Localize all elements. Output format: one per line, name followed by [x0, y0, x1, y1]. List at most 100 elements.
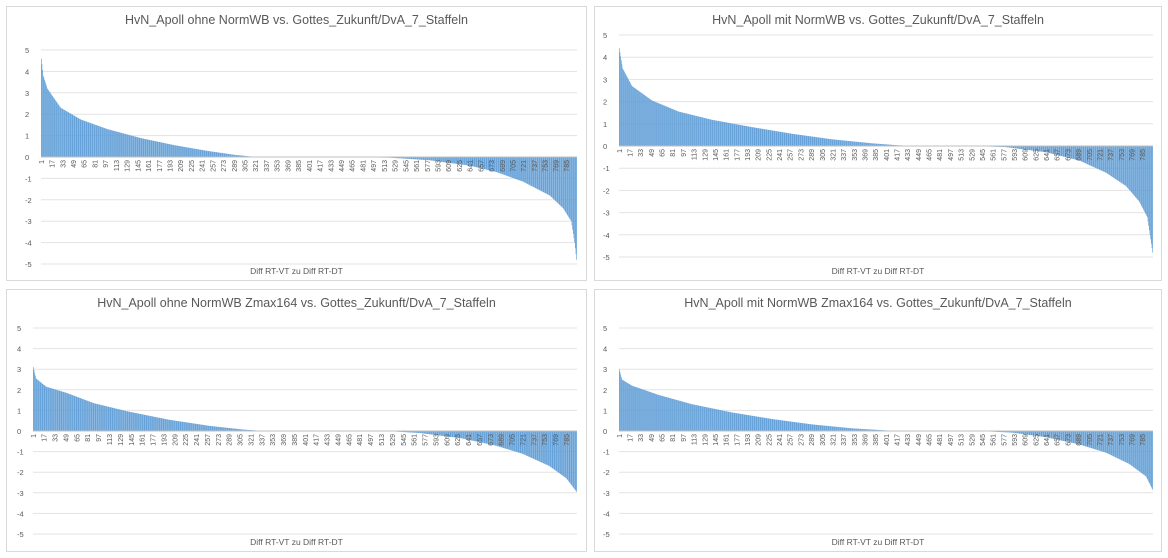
bar — [807, 423, 808, 431]
bar — [1138, 146, 1139, 201]
bar — [463, 431, 465, 439]
bar — [779, 131, 780, 146]
bar — [151, 140, 153, 157]
x-tick-label: 113 — [692, 434, 699, 445]
bar — [162, 418, 164, 431]
bar — [717, 120, 719, 146]
bar — [650, 392, 651, 431]
x-tick-label: 417 — [895, 434, 902, 446]
bar — [714, 120, 716, 146]
bar — [433, 157, 435, 161]
bar — [875, 143, 876, 146]
bar — [793, 133, 794, 146]
y-tick-label: 1 — [603, 406, 607, 415]
bar — [1134, 431, 1135, 468]
bar — [71, 394, 73, 431]
bar — [430, 431, 431, 435]
bar — [659, 395, 660, 431]
y-tick-label: -5 — [25, 260, 32, 269]
bar — [101, 405, 102, 431]
bar — [469, 157, 471, 166]
bar — [500, 431, 502, 448]
bar — [1066, 146, 1068, 158]
bar — [660, 395, 661, 431]
y-tick-label: 5 — [17, 324, 21, 333]
bar — [436, 157, 437, 162]
bar — [122, 410, 124, 431]
bar — [707, 407, 708, 431]
bar — [1067, 431, 1069, 442]
bar — [689, 403, 691, 431]
bar — [473, 157, 474, 167]
bar — [763, 417, 764, 431]
bar — [434, 431, 435, 435]
bar — [134, 136, 135, 157]
bar — [522, 157, 524, 182]
bar — [1086, 431, 1088, 447]
bar — [98, 404, 99, 431]
bar — [53, 388, 55, 431]
bar — [525, 157, 527, 184]
bar — [1063, 431, 1065, 442]
bar — [449, 431, 450, 437]
bar — [160, 142, 161, 157]
bar — [1152, 431, 1153, 490]
bar — [432, 157, 434, 161]
bar — [625, 73, 626, 146]
bar — [1144, 431, 1146, 476]
bar — [801, 135, 802, 146]
bar — [453, 431, 454, 438]
x-tick-label: 129 — [702, 149, 709, 161]
bar — [571, 431, 573, 486]
bar — [85, 121, 86, 157]
bar — [1074, 146, 1076, 160]
bar — [456, 157, 458, 164]
bar — [848, 427, 850, 431]
bar — [520, 157, 521, 181]
bar — [1149, 431, 1151, 485]
bar — [193, 148, 195, 157]
bar — [1027, 431, 1029, 435]
bar — [405, 157, 407, 159]
bar — [175, 420, 176, 431]
bar — [236, 428, 237, 431]
bar — [147, 415, 149, 431]
bar — [1111, 431, 1113, 456]
bar — [1105, 431, 1107, 453]
bar — [436, 431, 437, 436]
bar — [788, 421, 790, 431]
bar — [107, 129, 108, 157]
bar — [142, 138, 144, 157]
bar — [823, 425, 824, 431]
bar — [61, 108, 63, 157]
bar — [421, 431, 422, 434]
bar — [1034, 146, 1036, 151]
bar — [43, 384, 44, 431]
bar — [442, 431, 443, 436]
bar — [722, 121, 724, 146]
bar — [449, 157, 450, 163]
bar — [845, 140, 847, 146]
bar — [190, 423, 192, 431]
bar — [631, 84, 632, 146]
bar — [543, 431, 545, 464]
bar — [867, 142, 868, 146]
bar — [717, 409, 719, 431]
bar — [1118, 146, 1119, 182]
bar — [725, 122, 727, 146]
bar — [1019, 431, 1021, 434]
bar — [489, 157, 491, 171]
bar — [791, 133, 792, 146]
bar — [39, 381, 40, 431]
bar — [1142, 146, 1143, 208]
bar — [621, 379, 623, 431]
bar — [712, 119, 714, 146]
bar — [894, 144, 895, 146]
bar — [1022, 146, 1024, 150]
bar — [719, 121, 721, 146]
bar — [743, 125, 745, 146]
bar — [694, 404, 696, 431]
x-tick-label: 33 — [638, 149, 645, 157]
bar — [775, 419, 777, 431]
y-tick-label: 1 — [17, 406, 21, 415]
